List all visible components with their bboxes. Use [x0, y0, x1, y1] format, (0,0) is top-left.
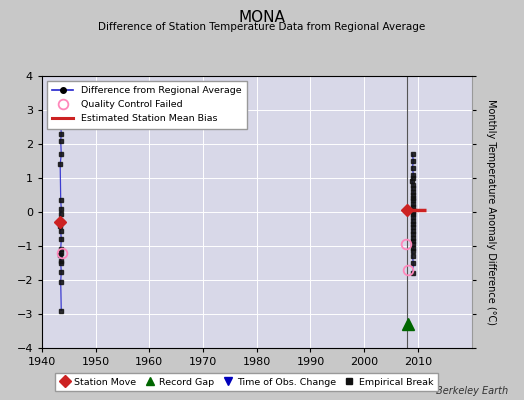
Legend: Station Move, Record Gap, Time of Obs. Change, Empirical Break: Station Move, Record Gap, Time of Obs. C… [54, 373, 438, 391]
Text: MONA: MONA [238, 10, 286, 25]
Legend: Difference from Regional Average, Quality Control Failed, Estimated Station Mean: Difference from Regional Average, Qualit… [47, 81, 247, 128]
Y-axis label: Monthly Temperature Anomaly Difference (°C): Monthly Temperature Anomaly Difference (… [486, 99, 496, 325]
Text: Difference of Station Temperature Data from Regional Average: Difference of Station Temperature Data f… [99, 22, 425, 32]
Text: Berkeley Earth: Berkeley Earth [436, 386, 508, 396]
